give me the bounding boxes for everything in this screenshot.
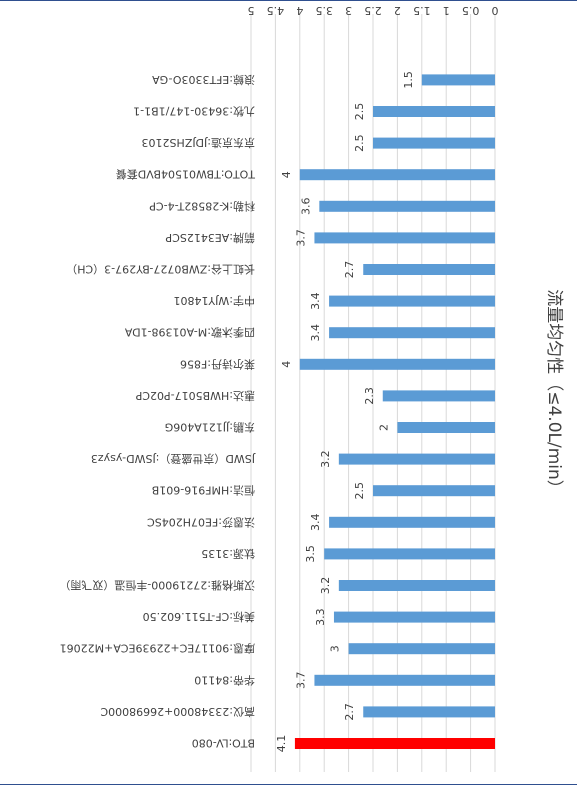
x-tick-label: 5 [248, 4, 255, 17]
category-label: 东鹏:JJ121A406G [165, 421, 255, 434]
bar [314, 232, 495, 244]
x-tick-label: 4 [296, 4, 303, 17]
category-label: 浪鲸:EFT3303O-GA [152, 73, 255, 87]
data-label: 2.5 [353, 134, 366, 152]
data-label: 3.5 [304, 545, 317, 563]
tick-labels: 0 0.5 1 1.5 2 2.5 3 3.5 4 4.5 5 [248, 4, 499, 17]
data-labels: 4.1 2.7 3.7 3 3.3 3.2 3.5 3.4 2.5 3.2 2 2.3 4 3.4 3.4 2… [275, 71, 415, 752]
data-label: 3.4 [309, 514, 322, 532]
bar [373, 485, 495, 497]
category-label: 摩恩:90117EC+22939ECA+M22061 [60, 642, 255, 656]
category-label: 四季沐歌:M-A01398-1DA [124, 326, 255, 340]
bar [397, 422, 495, 433]
category-label: 高仪:23348000+26698000C [100, 705, 255, 719]
frame-line-top [0, 0, 577, 1]
bar [363, 706, 495, 718]
category-label: 法恩莎:FE07H204SC [147, 515, 255, 529]
bar [324, 548, 495, 560]
category-label: 恒洁:HMF916-601B [152, 484, 255, 497]
data-label: 3.2 [319, 577, 332, 595]
data-label: 3.2 [319, 450, 332, 468]
bar [348, 643, 495, 655]
bar [329, 516, 495, 528]
bar [314, 674, 495, 686]
data-label: 3.7 [294, 229, 307, 247]
bar [373, 137, 495, 149]
x-tick-label: 2.5 [364, 4, 382, 17]
data-label: 2 [377, 424, 390, 431]
bar [338, 580, 495, 591]
chart-title: 流量均匀性（≤4.0L/min） [544, 289, 564, 497]
category-label: 惠达:HWB5017-P02CP [135, 389, 255, 403]
x-tick-label: 0 [492, 4, 499, 17]
bar [338, 453, 495, 465]
category-label: 美标:CF-T511.602.50 [143, 610, 255, 624]
bar [363, 264, 495, 275]
data-label: 2.7 [343, 703, 356, 721]
bar [329, 295, 495, 307]
x-tick-label: 4.5 [267, 4, 285, 17]
bar [382, 390, 495, 402]
data-label: 2.3 [363, 387, 376, 405]
category-label: 九牧:36430-147/1B1-1 [133, 105, 255, 119]
category-label: 汉斯格雅:27219000-丰恒温（双飞雨） [59, 579, 255, 593]
bar [373, 106, 495, 117]
bar [299, 169, 495, 181]
data-label: 2.5 [353, 482, 366, 500]
bar [421, 74, 495, 86]
data-label: 1.5 [402, 71, 415, 89]
data-label: 4 [280, 361, 293, 368]
data-label: 3.3 [314, 608, 327, 626]
category-label: 京东京造:JDJZHS2103 [142, 136, 255, 150]
category-labels: BTO:LV-080 高仪:23348000+26698000C 华帝:84110 摩… [59, 73, 256, 750]
data-label: 3.6 [299, 198, 312, 216]
bar [329, 327, 495, 339]
bars [294, 74, 495, 749]
category-label: 钛源:3135 [201, 547, 255, 561]
bar [299, 358, 495, 370]
category-label: BTO:LV-080 [192, 737, 255, 750]
frame-line-bottom [0, 784, 577, 785]
data-label: 2.5 [353, 103, 366, 121]
data-label: 3.4 [309, 324, 322, 342]
x-tick-label: 0.5 [462, 4, 480, 17]
data-label: 3 [329, 645, 342, 652]
data-label: 2.7 [343, 261, 356, 279]
bar [294, 738, 495, 749]
bar [333, 611, 495, 623]
category-label: 华帝:84110 [194, 673, 255, 687]
category-label: 箭牌:AE3412SCP [165, 231, 255, 245]
x-tick-label: 1 [443, 4, 450, 17]
data-label: 4.1 [275, 735, 288, 753]
category-label: 长虹上谷:ZWB0727-BY297-3（CH） [66, 263, 255, 276]
bar [319, 200, 495, 212]
data-label: 4 [280, 171, 293, 178]
category-label: JSWD（京世盛登）:JSWD-ysyz3 [91, 452, 256, 466]
category-label: TOTO:TBW01504BVD套餐 [116, 168, 256, 182]
data-label: 3.7 [294, 672, 307, 690]
x-tick-label: 1.5 [413, 4, 431, 17]
category-label: 中宇:WJY14801 [173, 294, 255, 307]
x-tick-label: 3.5 [315, 4, 333, 17]
x-tick-label: 3 [345, 4, 352, 17]
x-tick-label: 2 [394, 4, 401, 17]
category-label: 莱尔诗丹:F856 [180, 357, 255, 371]
category-label: 科勒:K-28582T-4-CP [149, 199, 255, 213]
data-label: 3.4 [309, 292, 322, 310]
